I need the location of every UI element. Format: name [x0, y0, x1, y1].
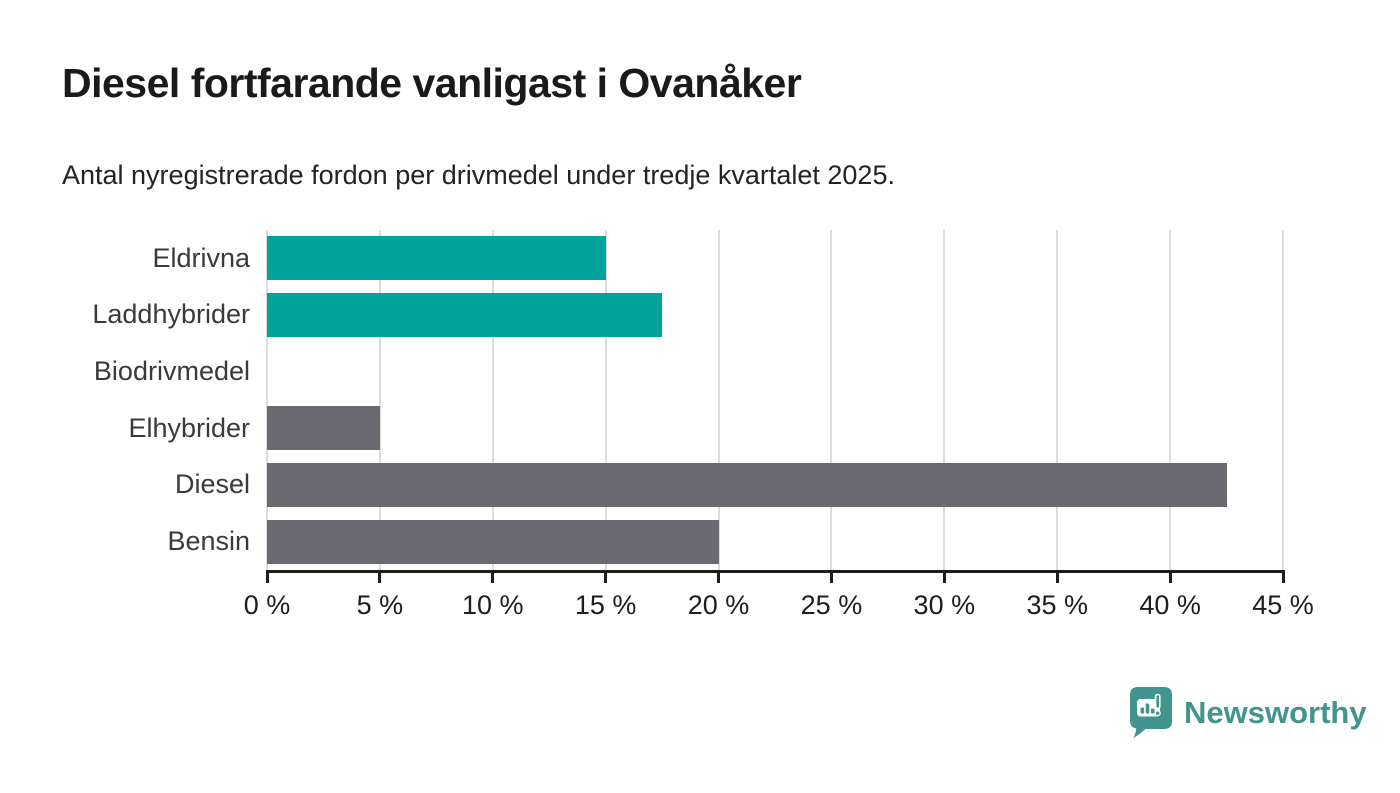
bar-row: [267, 400, 1283, 457]
bar-row: [267, 457, 1283, 514]
x-axis-tick: [604, 570, 608, 583]
x-axis-tick-label: 35 %: [1026, 590, 1088, 620]
gridline-vertical: [491, 230, 494, 570]
gridline-vertical: [378, 230, 381, 570]
bar-row: [267, 287, 1283, 344]
category-label: Biodrivmedel: [93, 356, 250, 387]
plot-area: [266, 230, 1284, 570]
x-axis-tick-label: 10 %: [461, 590, 524, 620]
gridline-vertical: [1169, 230, 1172, 570]
x-axis-tick-label: 0 %: [243, 590, 291, 620]
x-axis-tick-label: 5 %: [356, 590, 404, 620]
bar-chart: Eldrivna Laddhybrider Biodrivmedel Elhybrid…: [62, 230, 1314, 640]
gridline-vertical: [1282, 230, 1284, 570]
x-axis-tick: [1281, 570, 1285, 583]
bar-row: [267, 513, 1283, 570]
bar-bensin: [267, 519, 719, 564]
brand-name: Newsworthy: [1184, 694, 1367, 730]
gridline-vertical: [830, 230, 833, 570]
x-axis-tick: [491, 570, 495, 583]
x-axis-tick: [1055, 570, 1059, 583]
category-label: Elhybrider: [128, 412, 250, 443]
gridline-vertical: [266, 230, 268, 570]
newsworthy-pin-icon: [1130, 687, 1172, 738]
bar-eldrivna: [267, 236, 606, 281]
x-axis-tick-label: 20 %: [687, 590, 750, 620]
gridline-vertical: [717, 230, 720, 570]
bar-row: [267, 230, 1283, 287]
bar-rows: [267, 230, 1283, 570]
chart-subtitle: Antal nyregistrerade fordon per drivmede…: [62, 160, 895, 190]
bar-laddhybrider: [267, 292, 663, 337]
bar-diesel: [267, 462, 1227, 507]
x-axis-tick: [717, 570, 721, 583]
x-axis: 0 % 5 % 10 % 15 % 20 % 25 % 30 % 35 % 40 % 45 %: [244, 570, 1314, 634]
chart-title: Diesel fortfarande vanligast i Ovanåker: [62, 60, 802, 106]
gridline-vertical: [1056, 230, 1059, 570]
x-axis-tick-label: 40 %: [1139, 590, 1201, 620]
x-axis-tick: [1168, 570, 1172, 583]
gridline-vertical: [604, 230, 607, 570]
brand-logo: Newsworthy: [1129, 686, 1367, 739]
bar-row: [267, 343, 1283, 400]
x-axis-line: [267, 570, 1283, 573]
x-axis-tick: [829, 570, 833, 583]
x-axis-tick: [942, 570, 946, 583]
category-label: Laddhybrider: [92, 299, 250, 330]
x-axis-tick-label: 30 %: [913, 590, 976, 620]
bar-elhybrider: [267, 406, 380, 451]
category-label: Eldrivna: [152, 242, 250, 273]
x-axis-tick-label: 45 %: [1252, 590, 1314, 620]
x-axis-tick: [378, 570, 382, 583]
x-axis-tick-label: 15 %: [574, 590, 637, 620]
gridline-vertical: [943, 230, 946, 570]
category-labels: Eldrivna Laddhybrider Biodrivmedel Elhybrid…: [62, 230, 250, 570]
category-label: Diesel: [174, 469, 250, 500]
category-label: Bensin: [167, 526, 250, 557]
x-axis-tick: [265, 570, 269, 583]
x-axis-tick-label: 25 %: [800, 590, 863, 620]
